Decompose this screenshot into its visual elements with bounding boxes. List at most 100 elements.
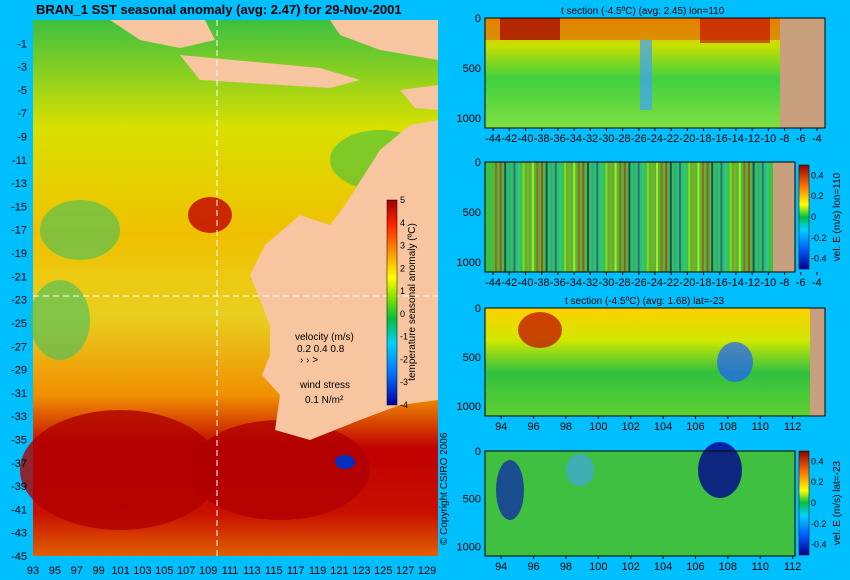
x-tick-label: -4 [812, 277, 822, 289]
y-tick-label: 1000 [457, 401, 481, 413]
x-tick-label: -20 [679, 133, 695, 145]
y-tick-label: 500 [463, 63, 481, 75]
map-x-tick-label: 117 [287, 565, 305, 577]
land-borneo [330, 20, 438, 60]
map-y-tick-label: -19 [11, 248, 27, 260]
t-section-lat-title: t section (-4.5ºC) (avg: 1.68) lat=-23 [565, 296, 724, 307]
map-x-tick-label: 123 [352, 565, 370, 577]
vel-stripe [527, 162, 530, 272]
x-tick-label: -4 [812, 133, 822, 145]
t-section-lat-plot: 94 96 98 100 102 104 106 108 110 112 0 500 1000 [457, 303, 826, 433]
x-tick-label: -32 [582, 277, 598, 289]
wind-legend-label: wind stress [299, 380, 350, 391]
y-tick-label: 500 [463, 352, 481, 364]
x-tick-label: 112 [784, 561, 802, 573]
vel-stripe [711, 162, 714, 272]
vel-stripe [600, 162, 603, 272]
map-x-tick-label: 95 [49, 565, 61, 577]
map-y-tick-label: -31 [11, 388, 27, 400]
map-x-tick-label: 119 [309, 565, 327, 577]
y-tick-label: 0 [475, 13, 481, 25]
vel-stripe [748, 162, 750, 272]
t-section-lon-x-ticks: -44 -42 -40 -38 -36 -34 -32 -30 -28 -26 -24 -22 -20-… [485, 128, 822, 145]
vel-stripe [541, 162, 543, 272]
colorbar-tick-label: -0.2 [811, 519, 827, 529]
x-tick-label: -28 [615, 277, 631, 289]
x-tick-label: -30 [598, 277, 614, 289]
vel-stripe [504, 162, 507, 272]
x-tick-label: -12 [744, 133, 760, 145]
vel-section-lat-x-ticks: 94 96 98 100 102 104 106 108 110 112 [495, 556, 801, 573]
y-tick-label: 0 [475, 303, 481, 315]
velocity-legend-values: 0.2 0.4 0.8 [297, 344, 345, 355]
x-tick-label: -42 [501, 133, 517, 145]
sst-map-x-ticks: 93 95 97 99 101 103 105 107 109 111 113 115 117 119 12… [27, 565, 436, 577]
x-tick-label: 96 [527, 421, 539, 433]
sst-map-plot: velocity (m/s) 0.2 0.4 0.8 › › > wind st… [11, 20, 438, 577]
vel-stripe [564, 162, 566, 272]
x-tick-label: -44 [485, 277, 501, 289]
colorbar-tick-label: 0.4 [811, 456, 824, 466]
sst-colorbar-label: temperature seasonal anomaly (ºC) [407, 223, 418, 381]
land-sumatra [110, 20, 215, 48]
t-section-lon-plot: -44 -42 -40 -38 -36 -34 -32 -30 -28 -26 -24 -22 -20-… [457, 13, 826, 145]
x-tick-label: 100 [589, 421, 607, 433]
vel-lat-colorbar [798, 450, 810, 556]
sst-colorbar-tick-label: 0 [400, 309, 405, 319]
map-x-tick-label: 99 [93, 565, 105, 577]
y-tick-label: 500 [463, 207, 481, 219]
vel-section-lon-x-ticks: -44 -42 -40 -38 -36 -34 -32 -30 -28 -26 -24 -22 -20-… [485, 272, 822, 289]
x-tick-label: 104 [654, 561, 672, 573]
t-section-lon-seafloor [780, 18, 825, 128]
sst-colorbar-tick-label: -2 [400, 354, 408, 364]
y-tick-label: 0 [475, 157, 481, 169]
vel-stripe [513, 162, 516, 272]
vel-stripe [642, 162, 645, 272]
y-tick-label: 1000 [457, 113, 481, 125]
vel-stripe [568, 162, 571, 272]
vel-stripe [766, 162, 769, 272]
x-tick-label: -22 [663, 277, 679, 289]
t-section-lon-y-ticks: 0 500 1000 [457, 13, 481, 125]
x-tick-label: -16 [712, 133, 728, 145]
y-tick-label: 1000 [457, 257, 481, 269]
t-section-lon-title: t section (-4.5ºC) (avg: 2.45) lon=110 [561, 6, 725, 17]
vel-section-lat-plot: 94 96 98 100 102 104 106 108 110 112 0 500 1000 0.4… [457, 442, 843, 573]
vel-lon-colorbar [798, 164, 810, 270]
vel-stripe [522, 162, 525, 272]
map-x-tick-label: 101 [111, 565, 129, 577]
vel-stripe [596, 162, 599, 272]
vel-stripe [550, 162, 553, 272]
x-tick-label: -28 [615, 133, 631, 145]
vel-lat-colorbar-label: vel. E (m/s) lat=-23 [832, 460, 843, 545]
x-tick-label: -40 [518, 133, 534, 145]
x-tick-label: -6 [796, 133, 806, 145]
t-section-lat-y-ticks: 0 500 1000 [457, 303, 481, 413]
vel-stripe [628, 162, 631, 272]
vel-stripe [720, 162, 723, 272]
copyright: © Copyright CSIRO 2006 [439, 432, 450, 545]
velocity-legend-label: velocity (m/s) [295, 332, 354, 343]
vel-stripe [610, 162, 612, 272]
map-y-tick-label: -35 [11, 434, 27, 446]
vel-stripe [623, 162, 626, 272]
x-tick-label: -34 [566, 133, 582, 145]
vel-stripe [605, 162, 608, 272]
wind-legend-value: 0.1 N/m² [305, 395, 344, 406]
vel-stripe [646, 162, 649, 272]
map-x-tick-label: 107 [177, 565, 195, 577]
map-y-tick-label: -21 [11, 271, 27, 283]
map-x-tick-label: 111 [222, 565, 239, 577]
vel-stripe [665, 162, 668, 272]
map-y-tick-label: -23 [11, 295, 27, 307]
vel-stripe [725, 162, 727, 272]
x-tick-label: 112 [784, 421, 802, 433]
vel-stripe [743, 162, 746, 272]
x-tick-label: -14 [728, 277, 744, 289]
map-x-tick-label: 125 [374, 565, 392, 577]
map-y-tick-label: -17 [11, 225, 27, 237]
map-y-tick-label: -1 [17, 38, 27, 50]
map-y-tick-label: -37 [11, 458, 27, 470]
vel-stripe [518, 162, 520, 272]
